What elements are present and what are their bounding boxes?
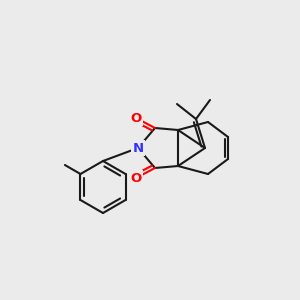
Text: O: O (130, 172, 142, 184)
Text: O: O (130, 112, 142, 124)
Text: N: N (132, 142, 144, 154)
